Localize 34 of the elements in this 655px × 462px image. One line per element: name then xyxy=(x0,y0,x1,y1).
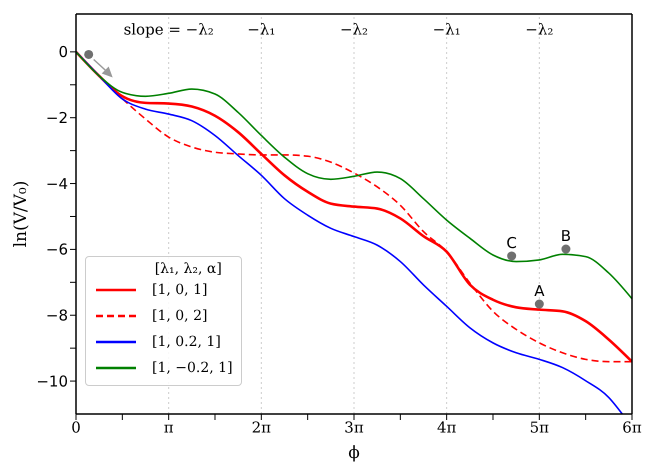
legend-label: [1, 0, 1] xyxy=(152,282,208,298)
legend-label: [1, 0.2, 1] xyxy=(152,334,221,350)
point xyxy=(561,244,570,254)
annotation: A xyxy=(534,282,546,300)
x-tick-label: 2π xyxy=(252,418,272,437)
legend-label: [1, 0, 2] xyxy=(152,308,208,324)
annotation: C xyxy=(506,234,517,252)
y-axis-title: ln(V/V₀) xyxy=(11,180,32,248)
point xyxy=(84,50,94,59)
x-tick-label: 3π xyxy=(344,418,364,437)
y-tick-label: 0 xyxy=(58,43,68,62)
y-tick-label: −2 xyxy=(46,109,68,128)
line-series xyxy=(76,51,624,414)
line-series xyxy=(76,51,632,300)
ref-line-label: −λ₂ xyxy=(525,20,554,39)
ref-line-label: −λ₁ xyxy=(432,20,461,39)
x-tick-label: 5π xyxy=(530,418,550,437)
annotation: B xyxy=(560,227,572,246)
ref-line-label: slope = −λ₂ xyxy=(124,20,214,39)
x-tick-label: 0 xyxy=(71,418,81,437)
point xyxy=(507,251,516,260)
point xyxy=(534,300,544,309)
legend-title: [λ₁, λ₂, α] xyxy=(154,261,223,277)
y-tick-label: −4 xyxy=(46,174,68,193)
ref-line-label: −λ₂ xyxy=(340,20,368,39)
ref-line-label: −λ₁ xyxy=(247,20,276,39)
x-tick-label: π xyxy=(164,418,174,437)
y-tick-label: −8 xyxy=(46,306,68,325)
y-tick-label: −10 xyxy=(36,372,68,390)
legend-label: [1, −0.2, 1] xyxy=(152,360,233,376)
y-tick-label: −6 xyxy=(46,240,68,259)
x-tick-label: 6π xyxy=(622,418,642,437)
x-tick-label: 4π xyxy=(436,418,456,437)
x-axis-title: ϕ xyxy=(348,443,360,462)
